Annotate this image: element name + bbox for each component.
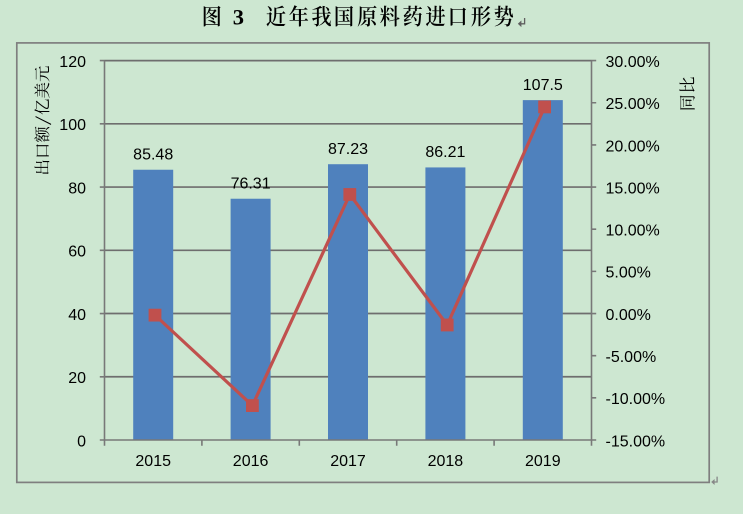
svg-text:20.00%: 20.00% — [606, 138, 660, 155]
svg-text:76.31: 76.31 — [231, 175, 271, 192]
svg-text:2019: 2019 — [525, 453, 561, 470]
svg-text:40: 40 — [68, 307, 86, 324]
svg-text:80: 80 — [68, 180, 86, 197]
svg-text:-15.00%: -15.00% — [606, 433, 666, 450]
svg-text:2018: 2018 — [428, 453, 464, 470]
svg-text:2017: 2017 — [330, 453, 366, 470]
svg-text:100: 100 — [59, 117, 86, 134]
svg-text:120: 120 — [59, 54, 86, 71]
svg-text:15.00%: 15.00% — [606, 180, 660, 197]
svg-text:2016: 2016 — [233, 453, 269, 470]
svg-text:85.48: 85.48 — [133, 146, 173, 163]
svg-text:86.21: 86.21 — [425, 144, 465, 161]
svg-text:60: 60 — [68, 244, 86, 261]
svg-text:3: 3 — [233, 5, 244, 30]
svg-text:20: 20 — [68, 370, 86, 387]
svg-text:5.00%: 5.00% — [606, 265, 651, 282]
svg-text:10.00%: 10.00% — [606, 223, 660, 240]
svg-text:-10.00%: -10.00% — [606, 391, 666, 408]
svg-text:0: 0 — [77, 433, 86, 450]
svg-text:87.23: 87.23 — [328, 141, 368, 158]
svg-text:107.5: 107.5 — [523, 77, 563, 94]
svg-text:25.00%: 25.00% — [606, 96, 660, 113]
svg-text:2015: 2015 — [135, 453, 171, 470]
svg-text:0.00%: 0.00% — [606, 307, 651, 324]
svg-text:30.00%: 30.00% — [606, 54, 660, 71]
svg-text:-5.00%: -5.00% — [606, 349, 657, 366]
